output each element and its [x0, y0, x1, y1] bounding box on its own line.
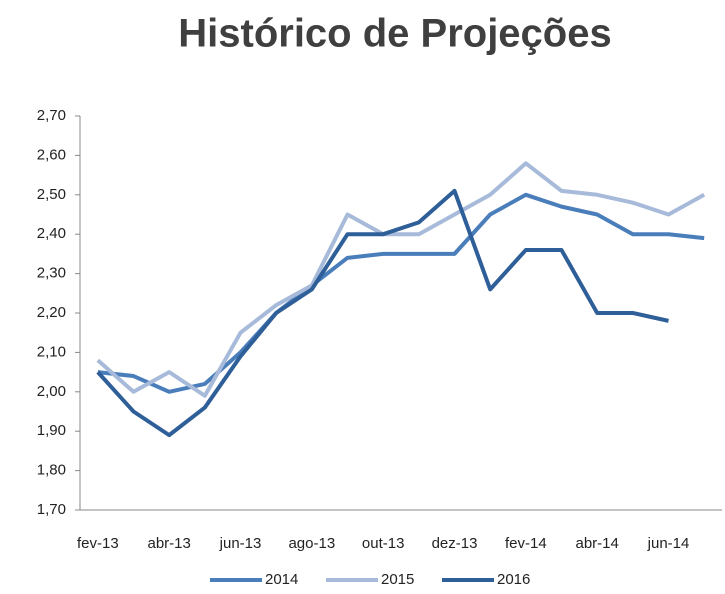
y-tick-label: 2,70 [37, 107, 66, 124]
x-tick-label: dez-13 [432, 535, 478, 552]
y-tick-label: 2,50 [37, 186, 66, 203]
y-tick-label: 2,30 [37, 265, 66, 282]
x-tick-label: ago-13 [288, 535, 335, 552]
x-tick-label: out-13 [362, 535, 405, 552]
series-line [96, 161, 706, 398]
x-tick-label: fev-13 [77, 535, 119, 552]
y-tick-label: 2,10 [37, 343, 66, 360]
legend-label: 2016 [497, 571, 530, 588]
legend-label: 2014 [265, 571, 298, 588]
y-tick-label: 2,60 [37, 146, 66, 163]
y-tick-label: 2,20 [37, 304, 66, 321]
chart-title: Histórico de Projeções [178, 12, 611, 56]
y-tick-label: 2,00 [37, 383, 66, 400]
y-tick-label: 1,70 [37, 501, 66, 518]
y-tick-label: 1,80 [37, 462, 66, 479]
y-tick-label: 1,90 [37, 422, 66, 439]
x-tick-label: abr-14 [575, 535, 618, 552]
x-tick-label: abr-13 [147, 535, 190, 552]
y-tick-label: 2,40 [37, 225, 66, 242]
series-line [96, 188, 669, 438]
series-line [97, 192, 705, 394]
x-tick-label: fev-14 [505, 535, 547, 552]
x-tick-label: jun-13 [219, 535, 262, 552]
legend-label: 2015 [381, 571, 414, 588]
x-tick-label: jun-14 [647, 535, 690, 552]
